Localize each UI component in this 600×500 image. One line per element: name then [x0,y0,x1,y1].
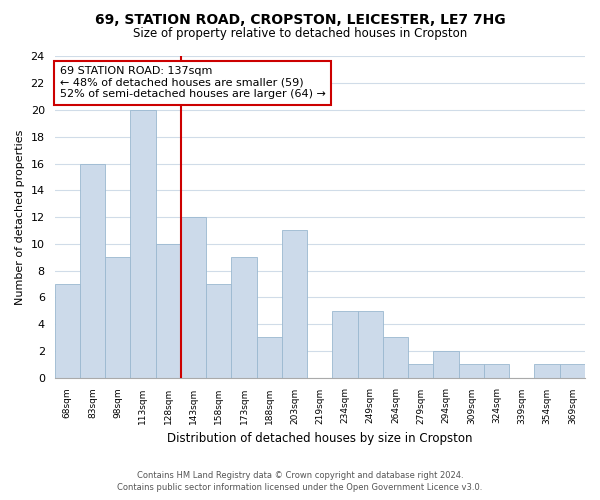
Bar [433,351,458,378]
Bar [130,110,155,378]
Bar [458,364,484,378]
Bar [257,338,282,378]
Bar [155,244,181,378]
Bar [358,310,383,378]
Bar [55,284,80,378]
Bar [408,364,433,378]
Bar [80,164,105,378]
Bar [535,364,560,378]
Bar [181,217,206,378]
Text: 69 STATION ROAD: 137sqm
← 48% of detached houses are smaller (59)
52% of semi-de: 69 STATION ROAD: 137sqm ← 48% of detache… [60,66,326,100]
Bar [332,310,358,378]
X-axis label: Distribution of detached houses by size in Cropston: Distribution of detached houses by size … [167,432,473,445]
Bar [105,257,130,378]
Bar [383,338,408,378]
Bar [232,257,257,378]
Text: 69, STATION ROAD, CROPSTON, LEICESTER, LE7 7HG: 69, STATION ROAD, CROPSTON, LEICESTER, L… [95,12,505,26]
Bar [282,230,307,378]
Text: Size of property relative to detached houses in Cropston: Size of property relative to detached ho… [133,28,467,40]
Text: Contains HM Land Registry data © Crown copyright and database right 2024.
Contai: Contains HM Land Registry data © Crown c… [118,471,482,492]
Bar [206,284,232,378]
Y-axis label: Number of detached properties: Number of detached properties [15,130,25,304]
Bar [484,364,509,378]
Bar [560,364,585,378]
